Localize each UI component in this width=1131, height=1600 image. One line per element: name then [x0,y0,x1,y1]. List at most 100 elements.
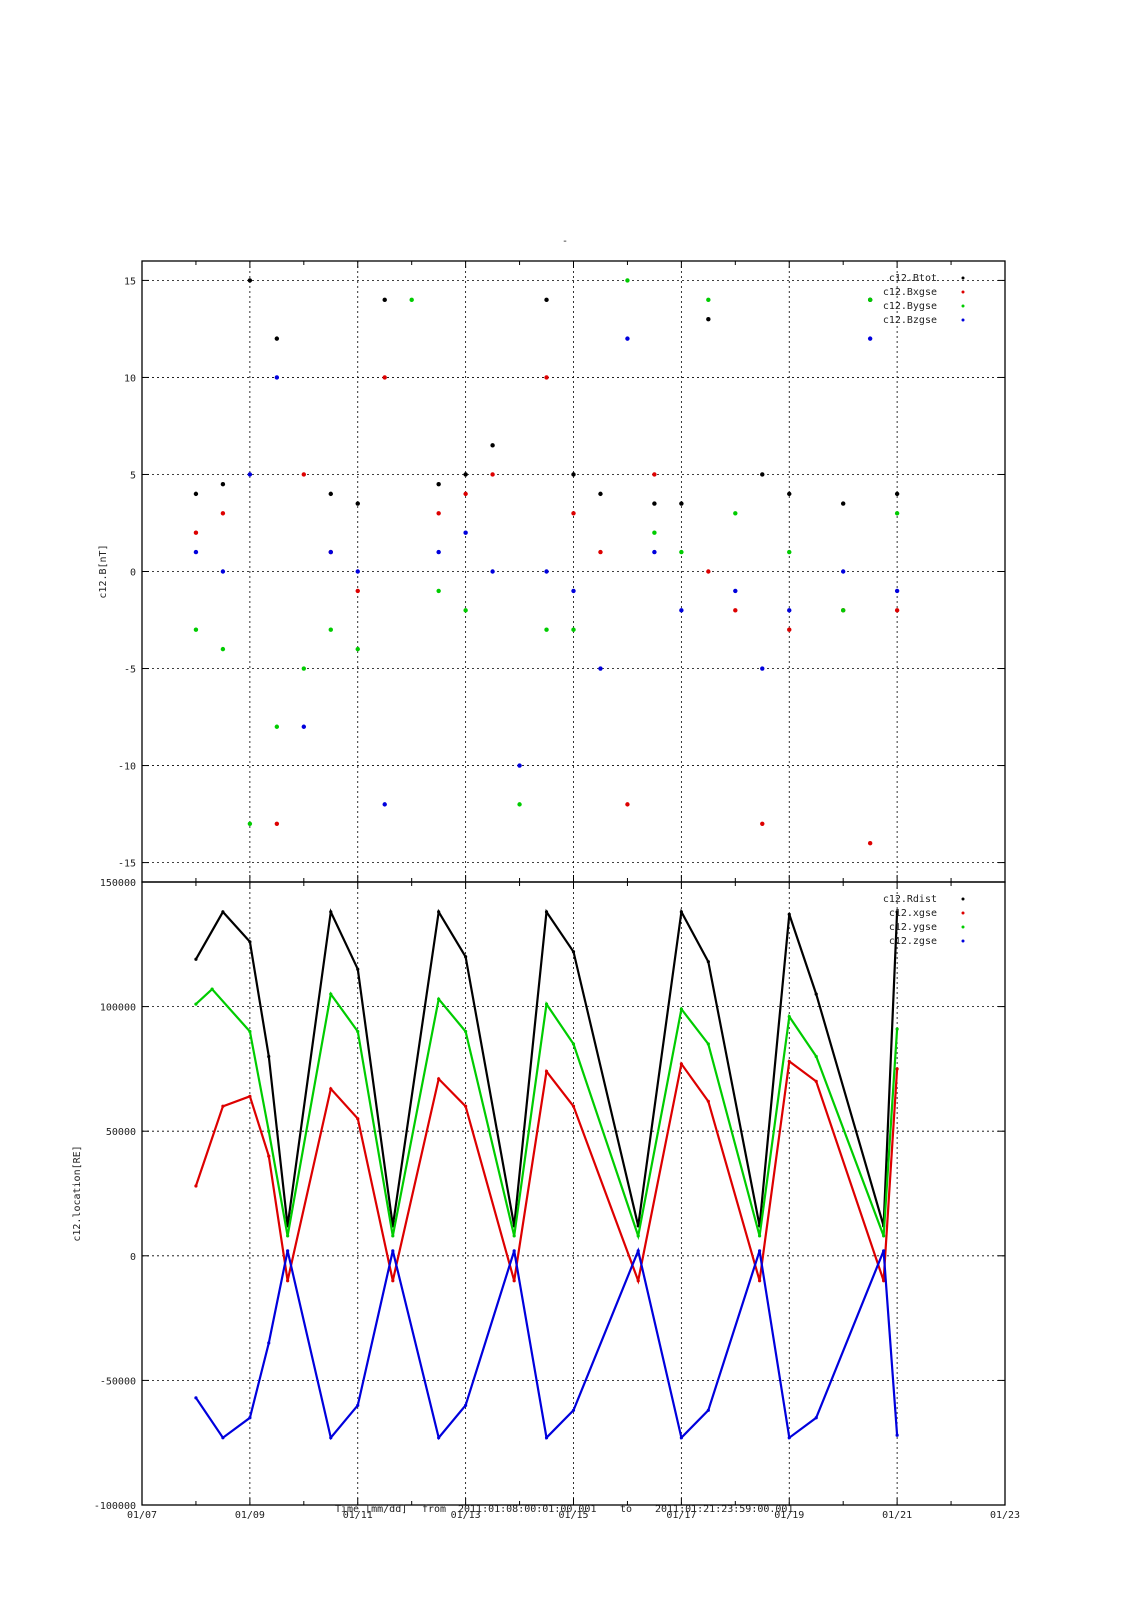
data-point [895,910,899,914]
x-tick-label: 01/09 [235,1510,265,1521]
data-point [409,297,414,303]
data-point [882,1249,886,1253]
data-point [894,588,900,594]
data-point [436,481,441,487]
y-axis-label: c12.location[RE] [72,1145,83,1241]
y-tick-label: 0 [130,1252,136,1263]
data-point [328,491,333,497]
data-point [895,1433,899,1437]
data-point [221,1104,225,1108]
data-point [787,1014,791,1019]
y-tick-label: -10 [118,762,136,773]
data-point [437,1436,441,1440]
data-point [757,1279,762,1283]
data-point [867,840,873,846]
data-point [247,472,253,477]
data-point [221,910,225,914]
data-point [220,569,226,574]
legend-marker [961,897,965,901]
data-point [840,501,846,506]
range-to-label: to [620,1504,632,1515]
legend-label: c12.Btot [889,273,937,284]
data-point [512,1234,516,1238]
data-point [787,1436,791,1440]
range-to-value: 2011:01:21:23:59:00.001 [655,1504,793,1515]
x-axis-label: Time [mm/dd] [335,1504,407,1515]
data-point [247,821,253,826]
data-point [464,1403,468,1407]
data-point [652,530,657,535]
y-tick-label: 50000 [106,1127,136,1138]
data-point [490,569,495,574]
legend-marker [961,304,965,308]
data-point [193,627,199,632]
data-point [652,549,657,555]
data-point [436,588,441,594]
data-point [706,1099,710,1103]
data-point [356,1403,360,1407]
series-c12.zgse [194,1247,899,1441]
y-tick-label: -100000 [94,1501,136,1512]
data-point [544,627,549,632]
data-point [193,549,199,555]
data-point [636,1249,640,1253]
x-tick-label: 01/23 [990,1510,1020,1521]
data-point [544,1436,549,1440]
legend-marker [961,939,965,943]
legend-marker [961,290,965,294]
data-point [248,1416,252,1420]
data-point [356,967,360,971]
data-point [867,336,873,341]
data-point [437,997,441,1001]
data-point [787,1059,791,1064]
x-tick-label: 01/19 [774,1510,804,1521]
data-point [894,491,900,497]
data-point [210,987,214,991]
data-point [267,1129,271,1133]
data-point [355,588,360,594]
data-point [760,821,765,826]
data-point [274,724,280,729]
data-point [894,608,900,613]
data-point [894,511,900,516]
x-tick-label: 01/17 [666,1510,696,1521]
series-c12.Btot [193,278,900,506]
data-point [356,1029,360,1034]
data-point [328,549,333,555]
series-line [194,1247,899,1441]
data-point [787,912,791,916]
data-point [220,511,226,516]
data-point [571,472,576,477]
data-point [814,992,818,996]
legend-marker [961,911,965,915]
data-point [544,1002,549,1006]
data-point [882,1279,886,1283]
data-point [760,472,765,477]
data-point [733,608,738,613]
data-point [382,297,387,303]
data-point [194,957,198,961]
series-c12.ygse [194,987,899,1241]
data-point [194,1184,198,1188]
legend-label: c12.Rdist [883,894,937,905]
data-point [221,1436,225,1440]
data-point [757,1234,762,1238]
data-point [571,1042,576,1046]
data-point [391,1234,395,1238]
data-point [840,608,846,613]
data-point [733,511,738,516]
data-point [301,666,307,671]
y-tick-label: -15 [118,859,136,870]
range-from-label: from [422,1504,446,1515]
data-point [463,530,468,535]
data-point [267,1154,271,1158]
data-point [679,501,684,506]
data-point [652,501,657,506]
data-point [267,1341,271,1345]
data-point [598,666,603,671]
series-line [194,1059,899,1285]
data-point [706,960,710,964]
data-point [274,336,280,341]
y-tick-label: -50000 [100,1376,136,1387]
data-point [787,608,792,613]
